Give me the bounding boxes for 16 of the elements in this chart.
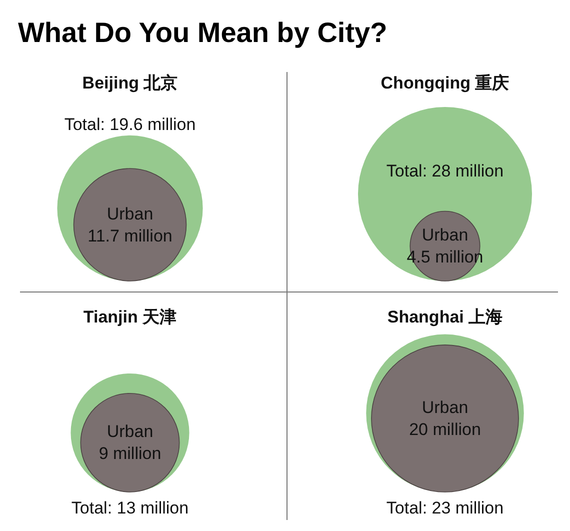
data-label: Total: 19.6 million bbox=[64, 114, 196, 134]
data-label: Total: 13 million bbox=[71, 498, 189, 518]
data-label: Total: 23 million bbox=[386, 498, 504, 518]
data-label: 9 million bbox=[98, 444, 162, 464]
data-label: 20 million bbox=[409, 420, 481, 439]
series-label: Urban bbox=[106, 204, 154, 224]
category-label: Chongqing 重庆 bbox=[380, 74, 510, 92]
series-label: Urban bbox=[106, 422, 154, 442]
category-label: Tianjin 天津 bbox=[83, 308, 177, 326]
series-label: Urban bbox=[422, 226, 468, 245]
text: What Do You Mean by City? bbox=[18, 17, 388, 48]
series-label: Urban bbox=[422, 398, 468, 417]
data-label: 11.7 million bbox=[88, 226, 172, 246]
data-label: Total: 28 million bbox=[386, 162, 504, 181]
category-label: Shanghai 上海 bbox=[387, 308, 503, 326]
category-label: Beijing 北京 bbox=[82, 74, 178, 92]
